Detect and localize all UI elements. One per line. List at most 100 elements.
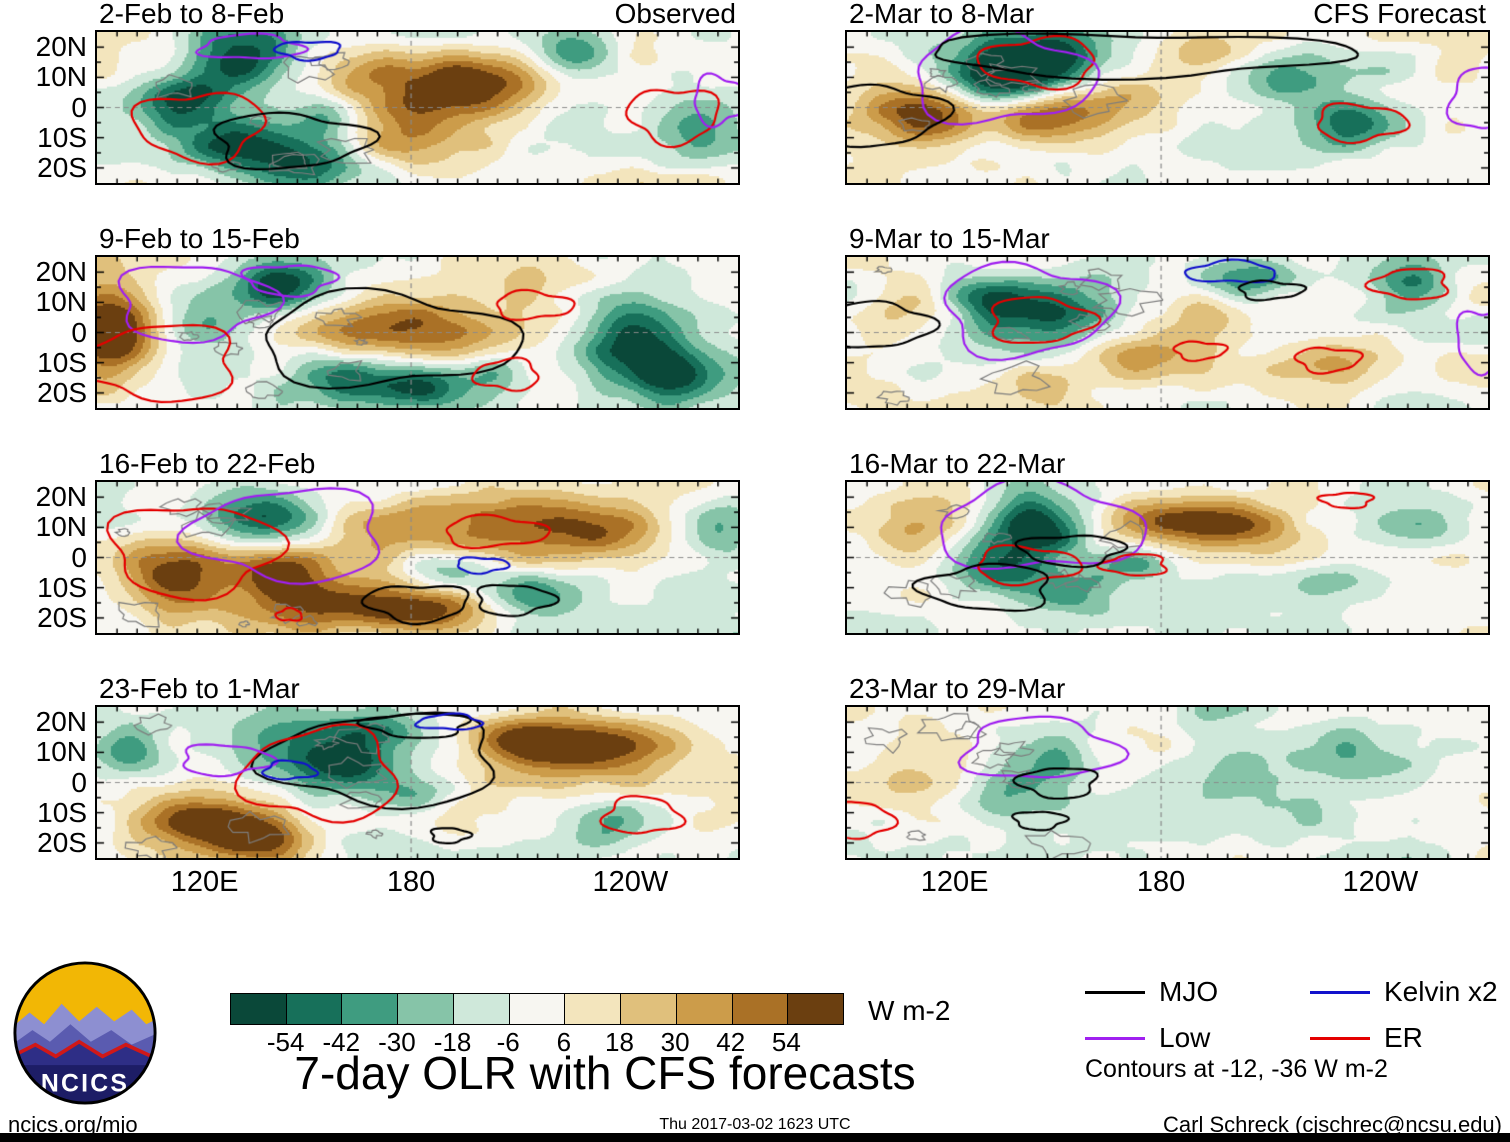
y-axis-label: 0: [71, 541, 87, 573]
colorbar-tick-label: 42: [716, 1027, 746, 1057]
olr-panel-fcst-week1: 2-Mar to 8-Mar CFS Forecast: [845, 0, 1490, 185]
legend-entry-kelvin: Kelvin x2: [1310, 976, 1498, 1008]
contour-legend: MJO Kelvin x2 Low ER: [1085, 976, 1498, 1054]
olr-map-canvas: [847, 32, 1488, 183]
legend-label-er: ER: [1384, 1022, 1423, 1053]
column-header-cfs-forecast: CFS Forecast: [1313, 0, 1486, 29]
legend-label-mjo: MJO: [1159, 976, 1219, 1007]
colorbar-tick-label: 54: [771, 1027, 801, 1057]
panel-title: 23-Mar to 29-Mar: [849, 673, 1066, 704]
legend-entry-mjo: MJO: [1085, 976, 1310, 1008]
y-axis-label: 10N: [35, 286, 87, 318]
olr-map-canvas: [97, 257, 738, 408]
colorbar-cell: [509, 994, 566, 1024]
y-axis-label: 0: [71, 316, 87, 348]
kelvin-line-swatch: [1310, 990, 1370, 994]
contour-levels-note: Contours at -12, -36 W m-2: [1085, 1055, 1388, 1083]
er-line-swatch: [1310, 1036, 1370, 1040]
footer-author-email[interactable]: Carl Schreck (cjschrec@ncsu.edu): [1163, 1112, 1502, 1137]
colorbar-tick-label: 6: [556, 1027, 572, 1057]
low-line-swatch: [1085, 1036, 1145, 1040]
x-axis-label: 120W: [1342, 866, 1419, 898]
legend-entry-er: ER: [1310, 1022, 1498, 1054]
olr-map-canvas: [847, 257, 1488, 408]
bottom-bar: [0, 1133, 1510, 1142]
x-axis-label: 120W: [592, 866, 669, 898]
olr-map-canvas: [847, 707, 1488, 858]
colorbar-cell: [286, 994, 343, 1024]
olr-panel-fcst-week3: 16-Mar to 22-Mar: [845, 448, 1490, 635]
y-axis-label: 0: [71, 766, 87, 798]
panel-title: 9-Mar to 15-Mar: [849, 223, 1050, 254]
olr-map-canvas: [97, 32, 738, 183]
colorbar-tick-label: -42: [322, 1027, 361, 1057]
mjo-line-swatch: [1085, 990, 1145, 994]
colorbar-tick-labels: -54 -42 -30 -18 -6 6 18 30 42 54: [230, 1027, 842, 1057]
panel-title: 16-Feb to 22-Feb: [99, 448, 316, 479]
y-axis-label: 20S: [37, 151, 87, 183]
column-header-observed: Observed: [614, 0, 736, 29]
olr-panel-obs-week3: 16-Feb to 22-Feb 20N 10N 0 10S 20S: [36, 448, 740, 635]
y-axis-label: 20S: [37, 601, 87, 633]
x-axis-labels-left: 120E 180 120W: [95, 866, 740, 906]
colorbar-cell: [621, 994, 677, 1024]
y-axis-label: 20S: [37, 826, 87, 858]
y-axis-label: 20N: [35, 706, 87, 738]
x-axis-label: 120E: [920, 866, 989, 898]
logo-ring: [13, 961, 157, 1105]
panel-title: 9-Feb to 15-Feb: [99, 223, 300, 254]
colorbar: [230, 993, 844, 1025]
x-axis-label: 120E: [170, 866, 239, 898]
colorbar-cell: [565, 994, 622, 1024]
y-axis-label: 10S: [37, 121, 87, 153]
colorbar-tick-label: -6: [496, 1027, 520, 1057]
colorbar-cell: [231, 994, 287, 1024]
y-axis-label: 20N: [35, 256, 87, 288]
legend-label-low: Low: [1159, 1022, 1211, 1053]
y-axis-label: 10S: [37, 796, 87, 828]
y-axis-label: 20N: [35, 31, 87, 63]
y-axis-label: 0: [71, 91, 87, 123]
logo-text: NCICS: [41, 1070, 129, 1097]
olr-panel-obs-week4: 23-Feb to 1-Mar 20N 10N 0 10S 20S: [36, 673, 740, 860]
colorbar-tick-label: -30: [378, 1027, 416, 1057]
ncics-logo: NCICS: [13, 961, 157, 1105]
colorbar-cell: [732, 994, 789, 1024]
logo-red-line: [14, 1039, 156, 1061]
colorbar-cell: [788, 994, 844, 1024]
panel-title: 23-Feb to 1-Mar: [99, 673, 300, 704]
y-axis-label: 10S: [37, 571, 87, 603]
legend-label-kelvin: Kelvin x2: [1384, 976, 1498, 1007]
x-axis-labels-right: 120E 180 120W: [845, 866, 1490, 906]
colorbar-tick-label: 30: [660, 1027, 690, 1057]
colorbar-tick-label: -18: [433, 1027, 472, 1057]
olr-map-canvas: [97, 707, 738, 858]
x-axis-label: 180: [386, 866, 436, 898]
panel-title: 16-Mar to 22-Mar: [849, 448, 1066, 479]
colorbar-units-label: W m-2: [868, 995, 951, 1026]
y-axis-label: 20S: [37, 376, 87, 408]
olr-panel-obs-week2: 9-Feb to 15-Feb 20N 10N 0 10S 20S: [36, 223, 740, 410]
footer-url[interactable]: ncics.org/mjo: [8, 1112, 138, 1137]
y-axis-label: 10S: [37, 346, 87, 378]
footer-timestamp: Thu 2017-03-02 1623 UTC: [659, 1116, 851, 1133]
y-axis-label: 10N: [35, 511, 87, 543]
x-axis-label: 180: [1136, 866, 1186, 898]
olr-map-canvas: [97, 482, 738, 633]
olr-panel-fcst-week2: 9-Mar to 15-Mar: [845, 223, 1490, 410]
y-axis-label: 20N: [35, 481, 87, 513]
panel-title: 2-Mar to 8-Mar: [849, 0, 1035, 29]
olr-panel-fcst-week4: 23-Mar to 29-Mar: [845, 673, 1490, 860]
colorbar-cell: [342, 994, 399, 1024]
y-axis-label: 10N: [35, 61, 87, 93]
y-axis-label: 10N: [35, 736, 87, 768]
colorbar-tick-label: 18: [604, 1027, 634, 1057]
olr-panel-obs-week1: 2-Feb to 8-Feb Observed 20N 10N 0 10S 20S: [36, 0, 740, 185]
colorbar-cell: [453, 994, 510, 1024]
olr-map-canvas: [847, 482, 1488, 633]
colorbar-cell: [676, 994, 733, 1024]
colorbar-tick-label: -54: [266, 1027, 305, 1057]
figure-title: 7-day OLR with CFS forecasts: [294, 1047, 916, 1099]
panel-title: 2-Feb to 8-Feb: [99, 0, 285, 29]
